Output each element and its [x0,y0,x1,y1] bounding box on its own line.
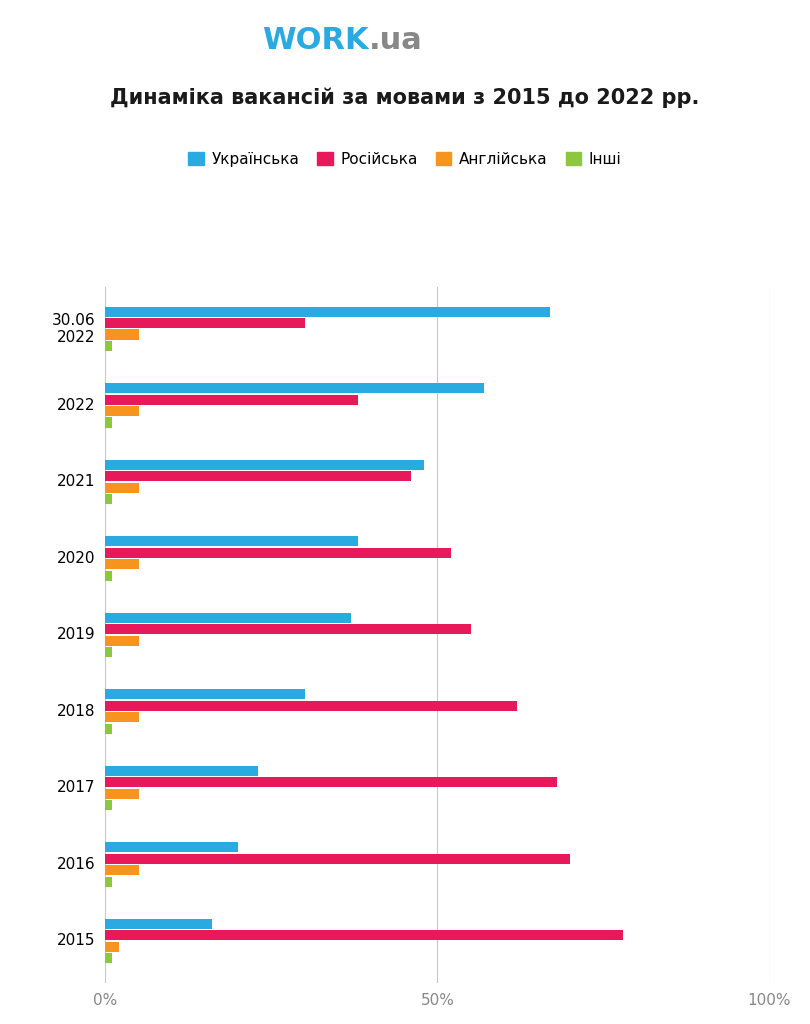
Bar [105,636,139,646]
Bar [105,953,112,964]
Bar [105,306,550,316]
Bar [105,942,118,951]
Bar [105,647,112,657]
Bar [105,842,238,852]
Bar [105,460,424,470]
Text: Динаміка вакансій за мовами з 2015 до 2022 рр.: Динаміка вакансій за мовами з 2015 до 20… [110,87,700,108]
Bar [105,700,517,711]
Legend: Українська, Російська, Англійська, Інші: Українська, Російська, Англійська, Інші [182,145,628,173]
Text: .ua: .ua [369,26,422,54]
Bar [105,788,139,799]
Bar [105,383,484,393]
Bar [105,341,112,351]
Bar [105,712,139,722]
Bar [105,777,557,787]
Bar [105,482,139,493]
Bar [105,854,570,864]
Bar [105,800,112,810]
Bar [105,559,139,569]
Bar [105,930,624,940]
Bar [105,612,351,623]
Bar [105,318,305,328]
Bar [105,418,112,428]
Bar [105,548,450,558]
Text: WORK: WORK [262,26,369,54]
Bar [105,877,112,887]
Bar [105,471,411,481]
Bar [105,624,471,634]
Bar [105,406,139,416]
Bar [105,537,358,546]
Bar [105,494,112,504]
Bar [105,394,358,404]
Bar [105,766,258,776]
Bar [105,724,112,733]
Bar [105,330,139,340]
Bar [105,919,211,929]
Bar [105,570,112,581]
Bar [105,865,139,876]
Bar [105,689,305,699]
